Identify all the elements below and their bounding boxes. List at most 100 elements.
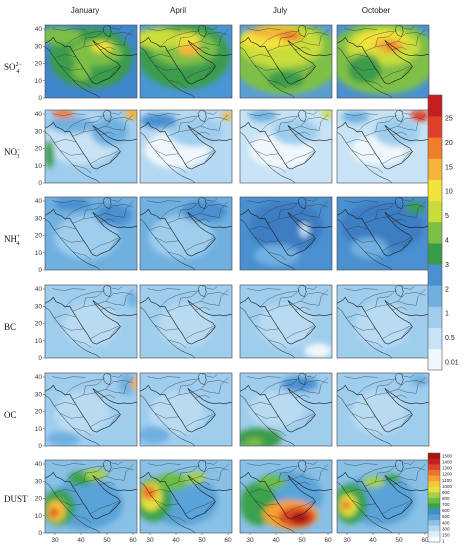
country-border bbox=[401, 414, 413, 427]
country-border bbox=[351, 499, 376, 506]
row-label-sub: 3 bbox=[16, 154, 19, 160]
country-border bbox=[318, 29, 329, 46]
country-border bbox=[147, 376, 181, 379]
colorbar-segment bbox=[428, 306, 442, 328]
map-panel-no3-3 bbox=[337, 110, 429, 183]
country-border bbox=[260, 378, 300, 396]
country-border bbox=[318, 289, 329, 306]
concentration-blob bbox=[350, 237, 388, 260]
dust-colorbar-tick-label: 1000 bbox=[442, 484, 453, 489]
country-border bbox=[415, 289, 426, 306]
panel-frame bbox=[139, 109, 233, 184]
country-border bbox=[392, 394, 407, 398]
country-border bbox=[401, 501, 413, 514]
country-border bbox=[392, 46, 407, 50]
country-border bbox=[397, 380, 426, 390]
country-border bbox=[351, 412, 376, 419]
dust-colorbar-segment bbox=[428, 491, 440, 498]
country-border bbox=[375, 204, 395, 219]
country-border bbox=[290, 475, 320, 481]
map-panel-bc-2 bbox=[240, 285, 332, 358]
map-panel-nh4-2 bbox=[240, 197, 332, 270]
country-border bbox=[149, 489, 172, 494]
coastline bbox=[45, 384, 137, 433]
country-border bbox=[54, 314, 77, 319]
country-border bbox=[111, 374, 123, 378]
dust-colorbar-segment bbox=[428, 514, 440, 521]
concentration-blob bbox=[63, 303, 119, 348]
colorbar-tick-label: 3 bbox=[445, 262, 449, 269]
concentration-blob bbox=[244, 437, 263, 446]
country-border bbox=[290, 212, 320, 218]
country-border bbox=[278, 292, 298, 307]
country-border bbox=[392, 306, 407, 310]
y-tick-label: 20 bbox=[35, 409, 43, 416]
colorbar-segment bbox=[428, 137, 442, 159]
coastline bbox=[45, 471, 137, 520]
country-border bbox=[357, 465, 397, 483]
x-tick-label: 50 bbox=[103, 537, 111, 544]
country-border bbox=[218, 464, 229, 481]
concentration-blob bbox=[373, 117, 420, 147]
country-border bbox=[200, 467, 229, 477]
country-border bbox=[351, 237, 376, 243]
concentration-field bbox=[337, 473, 416, 526]
panel-frame bbox=[44, 372, 138, 447]
panel-frame bbox=[44, 284, 138, 359]
country-border bbox=[109, 66, 121, 79]
concentration-field bbox=[140, 472, 219, 526]
country-border bbox=[90, 65, 119, 80]
concentration-blob bbox=[52, 110, 75, 119]
x-tick-label: 30 bbox=[246, 537, 254, 544]
x-tick-label: 60 bbox=[129, 537, 137, 544]
concentration-field bbox=[258, 303, 332, 358]
country-border bbox=[178, 204, 198, 219]
concentration-blob bbox=[299, 222, 309, 238]
concentration-blob bbox=[45, 139, 55, 169]
concentration-field bbox=[45, 27, 133, 89]
y-tick-label: 10 bbox=[35, 78, 43, 85]
country-border bbox=[285, 237, 314, 252]
country-border bbox=[357, 378, 397, 396]
country-border bbox=[357, 30, 397, 48]
panel-frame bbox=[239, 196, 333, 271]
country-border bbox=[290, 125, 320, 131]
country-border bbox=[387, 300, 417, 306]
month-headers: January April July October bbox=[71, 6, 391, 15]
country-border bbox=[247, 200, 281, 203]
concentration-field bbox=[158, 303, 214, 348]
coastline-africa bbox=[140, 46, 196, 98]
country-border bbox=[300, 117, 329, 127]
country-border bbox=[200, 32, 229, 42]
dust-colorbar-tick-label: 500 bbox=[442, 514, 450, 519]
month-label-april: April bbox=[170, 6, 186, 15]
country-border bbox=[200, 380, 229, 390]
country-border bbox=[306, 286, 318, 290]
country-border bbox=[403, 286, 415, 290]
month-label-january: January bbox=[71, 6, 99, 15]
coastline bbox=[240, 208, 332, 257]
country-border bbox=[185, 65, 214, 80]
dust-colorbar-segment bbox=[428, 530, 440, 537]
map-panel-oc-2 bbox=[240, 373, 332, 446]
concentration-blob bbox=[281, 376, 319, 392]
dust-colorbar-segment bbox=[428, 464, 440, 470]
country-border bbox=[403, 461, 415, 465]
country-border bbox=[285, 325, 314, 340]
country-border bbox=[364, 339, 384, 348]
map-panel-nh4-1 bbox=[140, 197, 232, 270]
coastline-africa bbox=[140, 394, 196, 446]
colorbar-tick-label: 20 bbox=[445, 140, 453, 147]
country-border bbox=[397, 204, 426, 214]
concentration-field bbox=[140, 391, 205, 444]
country-border bbox=[65, 290, 105, 308]
country-border bbox=[149, 402, 172, 407]
country-border bbox=[218, 114, 229, 131]
concentration-field bbox=[355, 303, 411, 348]
coastline-africa bbox=[140, 481, 196, 533]
dust-colorbar-tick-label: 600 bbox=[442, 508, 450, 513]
dust-colorbar-tick-label: 1300 bbox=[442, 466, 453, 471]
country-border bbox=[95, 125, 125, 131]
country-border bbox=[109, 501, 121, 514]
